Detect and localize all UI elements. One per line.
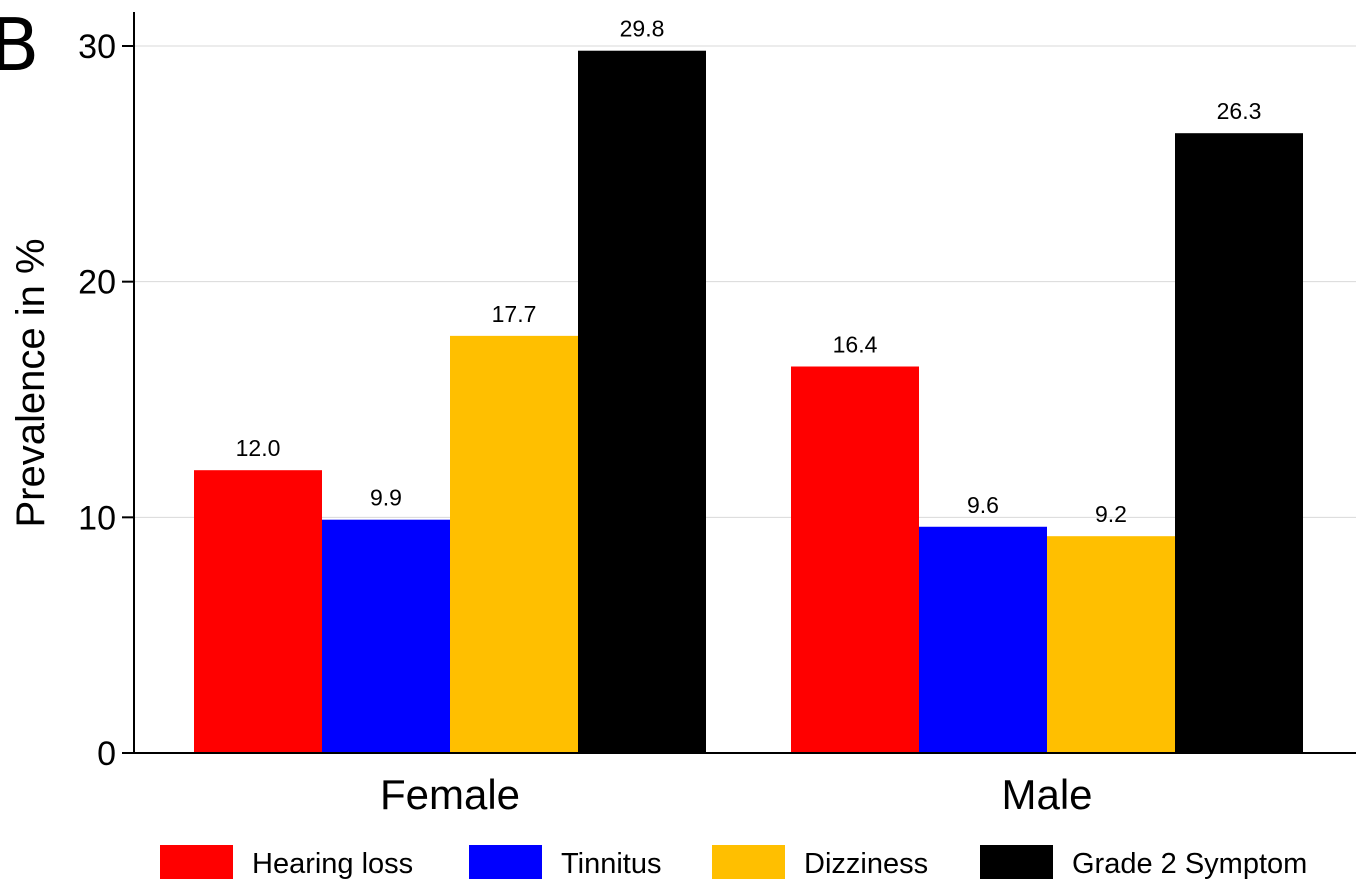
legend-swatch	[469, 845, 542, 879]
y-tick-label: 0	[97, 735, 116, 773]
data-labels: 12.0 9.9 17.7 29.8 16.4 9.6 9.2 26.3	[236, 16, 1262, 527]
bar-dizziness-male	[1047, 536, 1175, 753]
bars	[194, 50, 1303, 754]
bar-grade-2-symptom-female	[578, 50, 706, 754]
x-category-label: Female	[380, 771, 520, 818]
legend-label: Grade 2 Symptom	[1072, 848, 1307, 880]
legend: Hearing loss Tinnitus Dizziness Grade 2 Sym…	[160, 845, 1307, 880]
y-tick-label: 30	[78, 28, 116, 66]
legend-swatch	[980, 845, 1053, 879]
legend-label: Dizziness	[804, 848, 928, 880]
panel-label: B	[0, 3, 39, 87]
legend-label: Hearing loss	[252, 848, 413, 880]
data-label: 9.6	[967, 492, 999, 518]
data-label: 29.8	[620, 16, 665, 42]
gridlines	[134, 45, 1356, 518]
data-label: 9.9	[370, 485, 402, 511]
bar-tinnitus-female	[322, 519, 450, 753]
x-category-labels: Female Male	[380, 771, 1093, 818]
legend-item: Tinnitus	[469, 845, 661, 880]
y-tick-label: 20	[78, 264, 116, 302]
y-tick-label: 10	[78, 499, 116, 537]
legend-swatch	[160, 845, 233, 879]
x-category-label: Male	[1001, 771, 1092, 818]
legend-label: Tinnitus	[561, 848, 661, 880]
legend-item: Dizziness	[712, 845, 928, 880]
legend-item: Grade 2 Symptom	[980, 845, 1307, 880]
data-label: 26.3	[1217, 98, 1262, 124]
data-label: 9.2	[1095, 501, 1127, 527]
legend-swatch	[712, 845, 785, 879]
legend-item: Hearing loss	[160, 845, 413, 880]
y-ticks: 0 10 20 30	[78, 28, 134, 773]
data-label: 16.4	[833, 332, 878, 358]
data-label: 17.7	[492, 301, 537, 327]
bar-dizziness-female	[450, 335, 578, 753]
y-axis-label: Prevalence in %	[9, 238, 53, 527]
bar-tinnitus-male	[919, 526, 1047, 753]
bar-hearing-loss-male	[791, 366, 919, 753]
bar-hearing-loss-female	[194, 470, 322, 753]
bar-grade-2-symptom-male	[1175, 133, 1303, 754]
data-label: 12.0	[236, 435, 281, 461]
axes	[133, 12, 1356, 754]
